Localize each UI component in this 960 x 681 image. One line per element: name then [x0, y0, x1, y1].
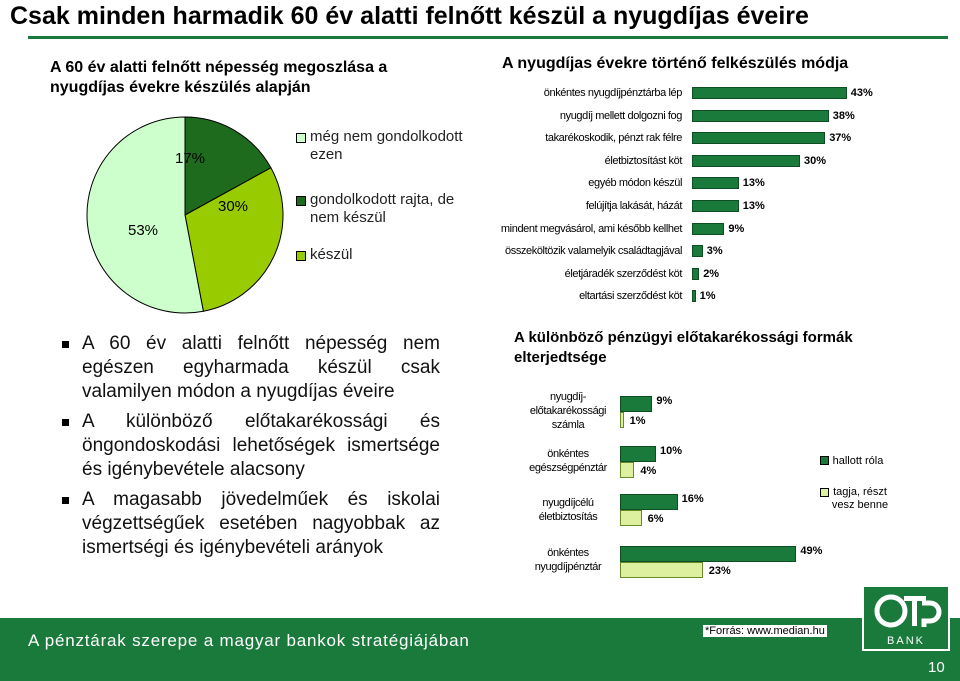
bar-category-label: életbiztosítást köt [604, 154, 683, 167]
bar-value-label: 1% [699, 290, 716, 303]
bar [620, 562, 703, 578]
bar-value-label: 1% [629, 415, 646, 427]
bar-chart-1-title: A nyugdíjas évekre történő felkészülés m… [502, 55, 849, 72]
bar [692, 267, 700, 280]
bar-value-label: 13% [742, 177, 765, 190]
bar-value-label: 43% [850, 87, 873, 99]
bar [692, 109, 829, 122]
bar-value-label: 2% [703, 267, 720, 280]
pie-value-label: 17% [175, 150, 206, 167]
bullet-square-icon [62, 419, 69, 426]
bar-category-label: eltartási szerződést köt [579, 290, 682, 303]
bar [692, 87, 847, 99]
bar [692, 200, 739, 212]
bar-value-label: 49% [800, 545, 823, 557]
bar-category-label: nyugdíjcélú életbiztosítás [538, 497, 598, 523]
otp-bank-logo: BANK [862, 585, 950, 651]
bar [620, 446, 656, 462]
bar-category-label: összeköltözik valamelyik családtagjával [505, 245, 682, 258]
legend-swatch [820, 456, 829, 465]
bar-value-label: 13% [742, 200, 765, 212]
bar [620, 510, 642, 526]
pie-value-label: 53% [128, 222, 159, 239]
bar [692, 177, 739, 190]
legend-label: készül [310, 246, 353, 263]
bar-category-label: önkéntes nyugdíjpénztár [534, 547, 602, 573]
legend-swatch [296, 251, 306, 261]
bullet-square-icon [62, 341, 69, 348]
bullet-text: A 60 év alatti felnőtt népesség nem egés… [82, 333, 440, 402]
bar-value-label: 23% [708, 565, 731, 577]
pie-slice [184, 167, 284, 312]
bullet-list: A 60 év alatti felnőtt népesség nem egés… [62, 332, 440, 566]
pie-slice [86, 116, 204, 314]
bar-value-label: 37% [829, 132, 852, 145]
pie-value-label: 30% [218, 198, 249, 215]
bar-category-label: nyugdíj mellett dolgozni fog [559, 109, 683, 122]
bar-value-label: 30% [804, 154, 827, 167]
legend-label: gondolkodott rajta, de nem készül [310, 191, 455, 226]
source-note: *Forrás: www.median.hu [703, 625, 827, 637]
bar-category-label: önkéntes nyugdíjpénztárba lép [543, 87, 683, 99]
bar [620, 494, 678, 510]
bar-chart-2-title: A különböző pénzügyi előtakarékossági fo… [514, 329, 853, 366]
bar [692, 290, 696, 303]
bar-category-label: életjáradék szerződést köt [564, 267, 683, 280]
bar-category-label: egyéb módon készül [588, 177, 682, 190]
footer-text: A pénztárak szerepe a magyar bankok stra… [28, 631, 470, 650]
bar-value-label: 38% [832, 109, 855, 122]
bar [620, 546, 797, 562]
legend-label: még nem gondolkodott ezen [310, 128, 463, 163]
bullet-text: A magasabb jövedelműek és iskolai végzet… [82, 489, 440, 558]
legend-swatch [296, 133, 306, 143]
pie-slice [184, 116, 272, 216]
bar-chart-2: nyugdíj-előtakarékossági számla 9% 1% önkén… [529, 391, 823, 578]
bar-chart-1: önkéntes nyugdíjpénztárba lép 43% nyugdíj … [0, 0, 960, 320]
bar [692, 222, 725, 235]
bar-value-label: 9% [728, 222, 745, 235]
bullet-item: A magasabb jövedelműek és iskolai végzet… [62, 488, 440, 560]
page-title: Csak minden harmadik 60 év alatti felnőt… [10, 2, 809, 30]
title-divider [28, 36, 948, 39]
bar-category-label: nyugdíj-előtakarékossági számla [529, 391, 607, 431]
bar-value-label: 16% [681, 493, 704, 505]
bullet-text: A különböző előtakarékossági és öngondos… [82, 411, 440, 480]
otp-logo-icon: BANK [874, 594, 942, 647]
bar-category-label: felújítja lakását, házát [585, 200, 683, 212]
legend-label: hallott róla [832, 455, 884, 467]
bar-value-label: 10% [660, 445, 683, 457]
bar [620, 412, 624, 428]
legend-swatch [296, 196, 306, 206]
bullet-square-icon [62, 497, 69, 504]
page-number: 10 [928, 659, 945, 676]
bar [620, 462, 635, 478]
bar [692, 245, 703, 258]
bullet-item: A különböző előtakarékossági és öngondos… [62, 410, 440, 482]
bar-category-label: mindent megvásárol, ami később kellhet [500, 222, 682, 235]
pie-chart-title: A 60 év alatti felnőtt népesség megoszlá… [50, 59, 388, 96]
bar-value-label: 3% [706, 245, 723, 258]
bar [692, 132, 826, 145]
pie-chart [86, 116, 284, 314]
bar-value-label: 9% [656, 395, 673, 407]
bar-value-label: 6% [647, 513, 664, 525]
bullet-item: A 60 év alatti felnőtt népesség nem egés… [62, 332, 440, 404]
logo-text: BANK [887, 635, 925, 647]
bar-value-label: 4% [640, 465, 657, 477]
legend-swatch [820, 488, 829, 497]
bar-category-label: takarékoskodik, pénzt rak félre [545, 132, 682, 145]
bar [692, 154, 800, 167]
bar [620, 396, 653, 412]
legend-label: tagja, részt vesz benne [831, 486, 889, 511]
bar-category-label: önkéntes egészségpénztár [529, 448, 607, 474]
